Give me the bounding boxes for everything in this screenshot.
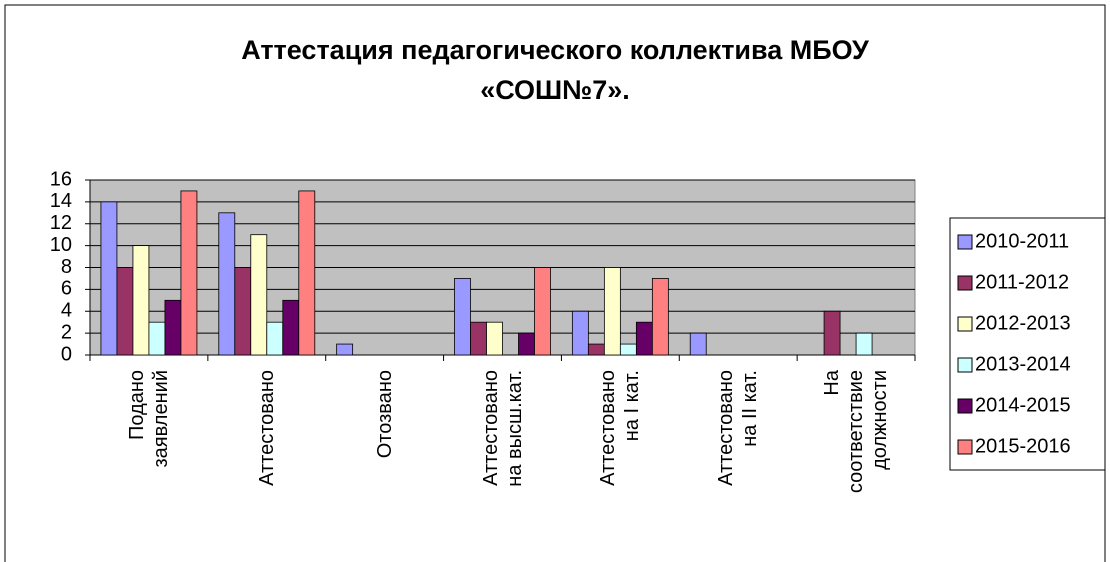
y-tick-label: 10: [50, 234, 72, 256]
legend-marker: [957, 234, 973, 250]
legend-marker: [957, 439, 973, 455]
bar: [603, 267, 621, 356]
legend-marker: [957, 316, 973, 332]
bar: [116, 267, 134, 356]
bar: [587, 343, 605, 356]
bar: [855, 332, 873, 356]
legend-label: 2012-2013: [975, 312, 1071, 334]
y-tick-label: 12: [50, 212, 72, 234]
bar: [250, 234, 268, 356]
bar: [132, 245, 150, 356]
x-tick-label: Аттестовано на II кат.: [715, 370, 762, 486]
chart-title: Аттестация педагогического коллектива МБ…: [241, 35, 869, 105]
bar: [164, 299, 182, 356]
bar: [534, 267, 551, 356]
legend-label: 2013-2014: [975, 353, 1071, 375]
bar: [234, 267, 252, 356]
bar: [823, 310, 841, 356]
bar: [486, 321, 503, 356]
x-tick-label: Отозвано: [373, 370, 396, 459]
bar: [336, 343, 354, 356]
legend-marker: [957, 275, 973, 291]
x-tick-label: Аттестовано: [255, 370, 278, 486]
legend-marker: [957, 398, 973, 414]
legend-label: 2015-2016: [975, 435, 1071, 457]
bar: [100, 201, 118, 356]
bar: [635, 321, 653, 356]
bar: [571, 310, 589, 356]
legend-label: 2010-2011: [975, 230, 1069, 252]
x-tick-label: Подано заявлений: [125, 370, 172, 468]
bar: [180, 190, 198, 356]
x-tick-label: На соответствие должности: [821, 370, 892, 494]
legend-marker: [957, 357, 973, 373]
bar: [470, 321, 487, 356]
x-tick-label: Аттестовано на высш.кат.: [479, 370, 526, 487]
bar: [518, 332, 535, 356]
bar: [266, 321, 284, 356]
y-tick-label: 2: [61, 321, 72, 343]
y-tick-label: 14: [50, 190, 72, 212]
bar: [454, 278, 471, 356]
legend-label: 2011-2012: [975, 271, 1069, 293]
bar: [148, 321, 166, 356]
bar: [298, 190, 316, 356]
bar: [218, 212, 236, 356]
bar: [282, 299, 300, 356]
bar: [651, 278, 669, 356]
legend-box: [949, 217, 1106, 471]
legend-label: 2014-2015: [975, 394, 1071, 416]
y-tick-label: 8: [61, 256, 72, 278]
y-tick-label: 16: [50, 168, 72, 190]
x-tick-label: Аттестовано на I кат.: [597, 370, 644, 486]
y-tick-label: 0: [61, 343, 72, 365]
bar: [619, 343, 637, 356]
bar: [689, 332, 707, 356]
y-tick-label: 6: [61, 278, 72, 300]
y-tick-label: 4: [61, 300, 72, 322]
